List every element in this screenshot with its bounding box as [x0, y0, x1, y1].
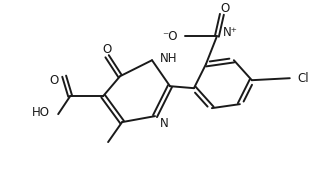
Text: Cl: Cl [298, 72, 309, 85]
Text: HO: HO [32, 106, 50, 119]
Text: N: N [160, 117, 169, 130]
Text: O: O [220, 2, 230, 15]
Text: O: O [102, 43, 112, 56]
Text: ⁻O: ⁻O [162, 30, 178, 43]
Text: NH: NH [160, 52, 177, 65]
Text: N⁺: N⁺ [223, 26, 238, 39]
Text: O: O [49, 74, 58, 87]
